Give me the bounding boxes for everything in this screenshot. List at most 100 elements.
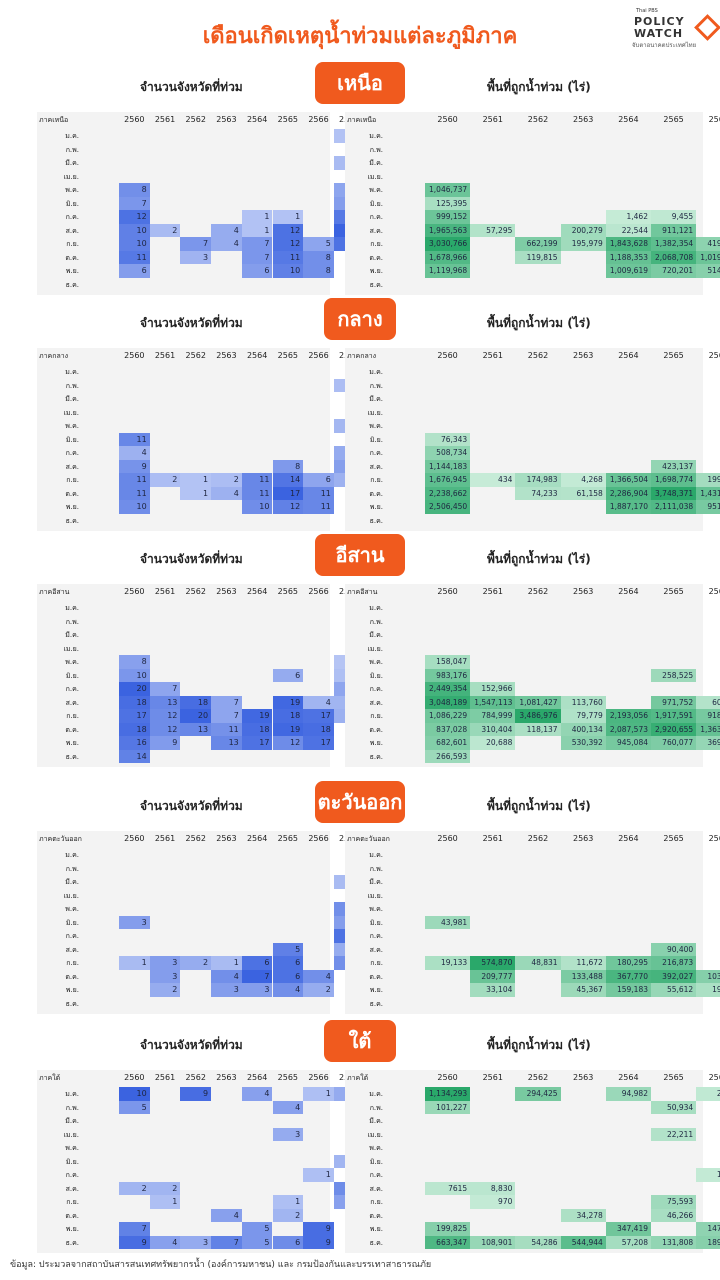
corner-label: ภาคอีสาน — [39, 588, 70, 596]
area-heatmap: ภาคอีสาน 2560 2561 2562 2563 2564 2565 2566 ม.ค.… — [345, 584, 720, 767]
year-header: 2562 — [185, 587, 206, 596]
year-header: 2566 — [708, 834, 720, 843]
month-label: เม.ย. — [63, 172, 79, 181]
year-header: 2563 — [216, 351, 237, 360]
year-header: 2562 — [527, 351, 549, 360]
corner-label: ภาคตะวันออก — [347, 835, 390, 843]
province-count-cell: 19 — [272, 722, 304, 736]
province-count-cell: 6 — [272, 668, 304, 682]
province-count-cell: 3 — [241, 983, 273, 997]
flood-area-cell: 1,547,113 — [470, 695, 516, 709]
provinces-heatmap: ภาคกลาง25602561256225632564256525662567ม… — [37, 348, 365, 531]
flood-area-cell: 392,027 — [651, 969, 697, 983]
flood-area-cell: 400,134 — [560, 722, 606, 736]
province-count-cell: 1 — [180, 473, 212, 487]
province-count-cell: 9 — [303, 1222, 334, 1236]
month-label: มี.ค. — [369, 878, 383, 886]
month-label: มี.ค. — [65, 631, 79, 639]
month-label: ม.ค. — [369, 1090, 383, 1098]
province-count-cell: 9 — [180, 1087, 212, 1101]
flood-area-cell: 837,028 — [425, 722, 471, 736]
flood-area-cell: 2,286,904 — [605, 486, 651, 500]
month-label: มิ.ย. — [65, 918, 79, 927]
month-label: ก.ค. — [65, 685, 79, 693]
province-count-cell: 7 — [241, 237, 273, 251]
month-label: ต.ค. — [65, 972, 79, 981]
province-count-cell: 5 — [241, 1222, 273, 1236]
month-label: พ.ค. — [369, 422, 383, 430]
month-label: ก.ย. — [66, 1198, 79, 1206]
month-label: ม.ค. — [369, 851, 383, 859]
province-count-cell: 17 — [303, 709, 334, 723]
flood-area-cell: 784,999 — [470, 709, 516, 723]
year-header: 2562 — [527, 834, 549, 843]
month-label: มี.ค. — [369, 395, 383, 403]
year-header: 2565 — [663, 587, 684, 596]
flood-area-cell: 45,367 — [560, 983, 606, 997]
province-count-cell: 7 — [180, 237, 212, 251]
flood-area-cell: 1,368 — [696, 1168, 720, 1182]
month-label: ธ.ค. — [65, 752, 79, 761]
province-count-cell: 4 — [272, 983, 304, 997]
month-label: ม.ค. — [369, 132, 383, 140]
year-header: 2566 — [708, 1073, 720, 1082]
province-count-cell: 11 — [119, 486, 150, 500]
province-count-cell: 11 — [241, 473, 273, 487]
flood-area-cell: 1,086,229 — [425, 709, 471, 723]
month-label: ส.ค. — [65, 1184, 79, 1193]
flood-area-cell: 101,227 — [425, 1100, 471, 1114]
year-header: 2562 — [527, 115, 549, 124]
year-header: 2563 — [573, 115, 594, 124]
month-label: พ.ค. — [369, 1144, 383, 1152]
province-count-cell: 11 — [241, 486, 273, 500]
month-label: เม.ย. — [63, 644, 79, 653]
flood-area-cell: 1,144,183 — [425, 459, 471, 473]
flood-area-cell: 19,133 — [425, 956, 471, 970]
province-count-cell: 7 — [241, 969, 273, 983]
month-label: ธ.ค. — [65, 999, 79, 1008]
province-count-cell: 10 — [241, 500, 273, 514]
flood-area-cell: 94,982 — [605, 1087, 651, 1101]
flood-area-cell: 508,734 — [425, 446, 471, 460]
month-label: เม.ย. — [63, 1130, 79, 1139]
area-heatmap: ภาคกลาง 2560 2561 2562 2563 2564 2565 2566 ม.ค. ก… — [345, 348, 720, 531]
month-label: ก.พ. — [65, 145, 79, 154]
flood-area-cell: 1,363,911 — [696, 722, 720, 736]
month-label: ธ.ค. — [65, 280, 79, 289]
province-count-cell: 14 — [119, 749, 150, 763]
flood-area-cell: 133,488 — [560, 969, 606, 983]
flood-area-cell: 57,295 — [470, 223, 516, 237]
flood-area-cell: 2,068,708 — [651, 250, 697, 264]
province-count-cell: 7 — [119, 196, 150, 210]
flood-area-cell: 60,795 — [696, 695, 720, 709]
flood-area-cell: 33,104 — [470, 983, 516, 997]
area-heatmap: ภาคเหนือ 2560 2561 2562 2563 2564 2565 2566 ม.ค.… — [345, 112, 720, 295]
province-count-cell: 11 — [119, 250, 150, 264]
year-header: 2565 — [277, 587, 299, 596]
province-count-cell: 17 — [303, 736, 334, 750]
flood-area-cell: 266,593 — [425, 749, 471, 763]
month-label: ต.ค. — [369, 972, 383, 981]
flood-area-cell: 2,782 — [696, 1087, 720, 1101]
year-header: 2562 — [185, 115, 206, 124]
province-count-cell: 10 — [119, 1087, 150, 1101]
flood-area-cell: 118,137 — [515, 722, 561, 736]
province-count-cell: 9 — [119, 1235, 150, 1249]
month-label: ก.ย. — [66, 240, 79, 248]
province-count-cell: 1 — [211, 956, 242, 970]
year-header: 2565 — [277, 115, 299, 124]
flood-area-cell: 3,486,976 — [515, 709, 561, 723]
flood-area-cell: 574,870 — [470, 956, 516, 970]
year-header: 2561 — [482, 115, 503, 124]
area-heatmap: ภาคตะวันออก 2560 2561 2562 2563 2564 2565 2566 ม… — [345, 831, 720, 1014]
province-count-cell: 4 — [119, 446, 150, 460]
flood-area-cell: 61,158 — [560, 486, 606, 500]
province-count-cell: 4 — [149, 1235, 181, 1249]
flood-area-cell: 1,188,353 — [605, 250, 651, 264]
area-heatmap: ภาคใต้ 2560 2561 2562 2563 2564 2565 2566 ม.ค. ก.… — [345, 1070, 720, 1253]
month-label: มิ.ย. — [369, 671, 383, 680]
year-header: 2565 — [663, 351, 684, 360]
flood-area-cell: 1,081,427 — [515, 695, 561, 709]
year-header: 2566 — [308, 587, 329, 596]
flood-area-cell: 113,760 — [560, 695, 606, 709]
